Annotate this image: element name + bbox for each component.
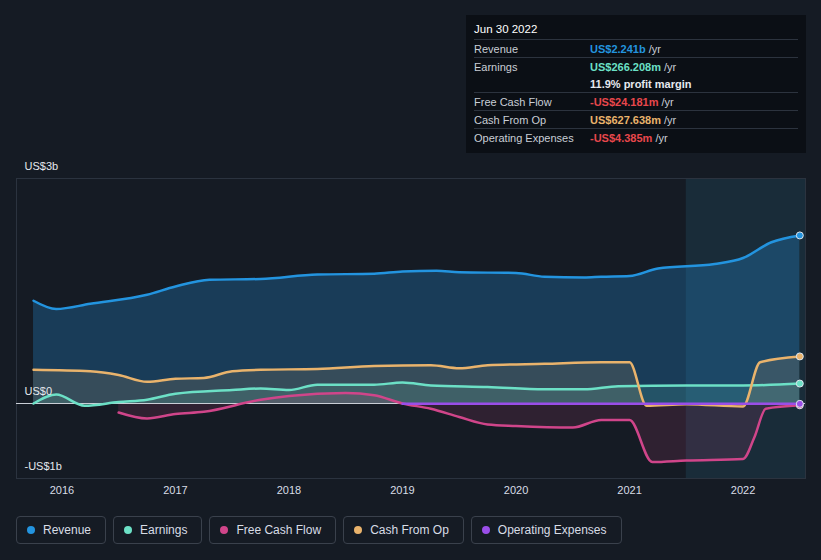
html-text:Jun 30 2022: Jun 30 2022 — [474, 23, 538, 35]
html-text:Earnings: Earnings — [140, 523, 188, 537]
svg-text:US$3b: US$3b — [25, 160, 59, 172]
html-text:Operating Expenses: Operating Expenses — [474, 131, 574, 144]
svg-text:2019: 2019 — [390, 484, 414, 496]
html-text:11.9% profit margin: 11.9% profit margin — [590, 77, 692, 90]
svg-text:2021: 2021 — [617, 484, 641, 496]
html-text:-US$24.181m /yr: -US$24.181m /yr — [590, 95, 674, 108]
html-text:US$2.241b /yr: US$2.241b /yr — [590, 42, 661, 55]
html-text:Free Cash Flow: Free Cash Flow — [236, 523, 322, 537]
html-text:Revenue: Revenue — [474, 42, 518, 55]
svg-text:-US$1b: -US$1b — [25, 460, 62, 472]
html-text:Cash From Op: Cash From Op — [370, 523, 449, 537]
html-text:Operating Expenses: Operating Expenses — [497, 523, 607, 537]
html-text:-US$4.385m /yr: -US$4.385m /yr — [590, 131, 668, 144]
svg-text:2017: 2017 — [163, 484, 187, 496]
svg-text:2018: 2018 — [277, 484, 301, 496]
html-text:Cash From Op: Cash From Op — [474, 113, 547, 126]
html-text:US$627.638m /yr: US$627.638m /yr — [590, 113, 677, 126]
svg-text:2016: 2016 — [50, 484, 74, 496]
svg-text:2022: 2022 — [731, 484, 755, 496]
svg-text:2020: 2020 — [504, 484, 528, 496]
svg-text:US$0: US$0 — [25, 385, 53, 397]
html-text:Earnings: Earnings — [474, 60, 518, 73]
html-text:US$266.208m /yr: US$266.208m /yr — [590, 60, 677, 73]
html-text:Revenue: Revenue — [43, 523, 91, 537]
html-text:Free Cash Flow: Free Cash Flow — [474, 95, 552, 108]
